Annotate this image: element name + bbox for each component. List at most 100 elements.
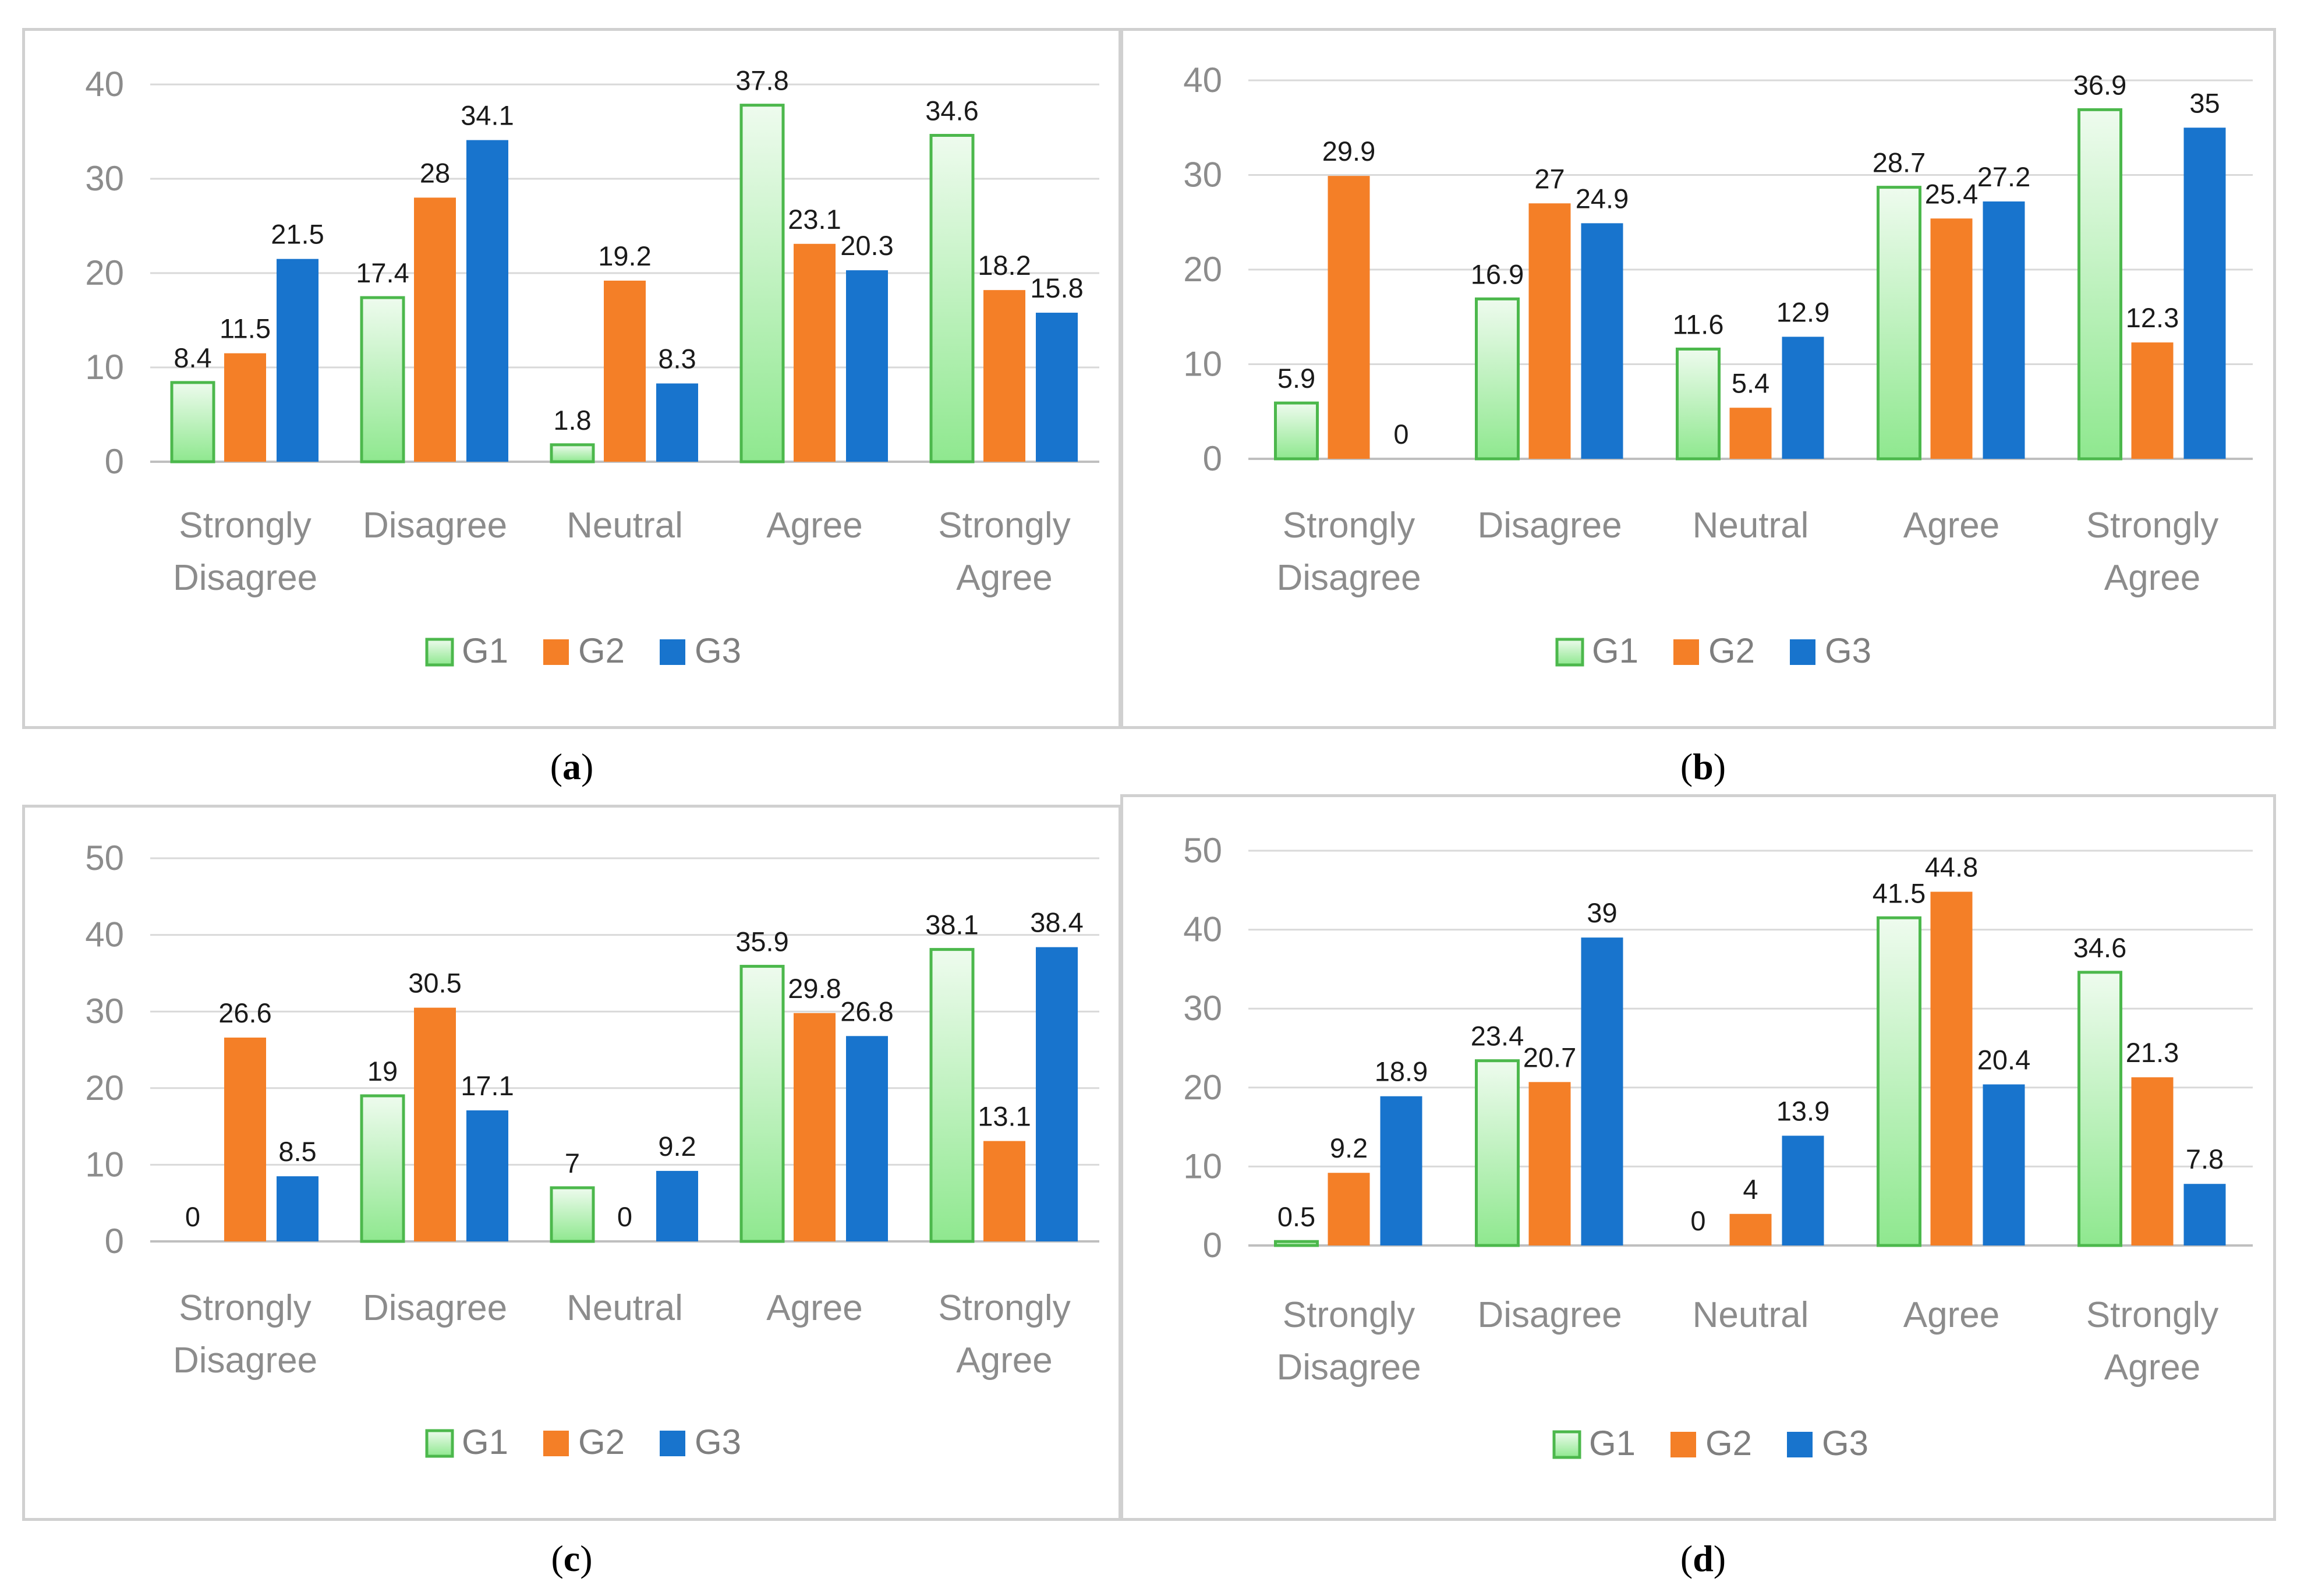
category-label: Agree — [766, 505, 862, 546]
y-tick-label: 40 — [85, 65, 124, 104]
category-label: Disagree — [173, 558, 317, 598]
bar-g3 — [466, 1110, 508, 1241]
bar-g1 — [1274, 1240, 1319, 1247]
data-label: 41.5 — [1873, 877, 1926, 908]
bar-g3 — [656, 1170, 698, 1241]
data-label: 0 — [1690, 1205, 1705, 1236]
data-label: 4 — [1743, 1174, 1758, 1205]
bar-g2 — [1328, 1173, 1370, 1245]
bar-g1 — [739, 104, 785, 463]
data-label: 21.3 — [2126, 1037, 2179, 1068]
y-tick-label: 50 — [1183, 831, 1222, 870]
y-tick-label: 10 — [85, 1145, 124, 1184]
bar-g2 — [2131, 342, 2174, 459]
data-label: 29.9 — [1322, 136, 1375, 167]
bar-g3 — [277, 259, 318, 462]
bar-g2 — [983, 1141, 1025, 1241]
category-label: Strongly — [179, 505, 311, 546]
caption-c: (c) — [551, 1538, 593, 1579]
chart-b: 0 10 20 30 40 5.9 29.9 0 Strongly Disagree 16.9 27 2… — [1183, 61, 2253, 670]
legend-swatch-g2 — [543, 1431, 569, 1456]
bar-g1 — [2077, 971, 2122, 1247]
data-label: 28 — [420, 157, 450, 188]
bar-g3 — [1036, 313, 1078, 462]
legend-label: G2 — [1708, 631, 1755, 670]
data-label: 9.2 — [1330, 1133, 1368, 1163]
legend-label: G3 — [695, 631, 741, 670]
category-label: Neutral — [1693, 505, 1809, 546]
data-label: 44.8 — [1925, 852, 1978, 883]
data-label: 18.2 — [978, 250, 1031, 281]
category-label: Disagree — [1276, 558, 1421, 598]
data-label: 0 — [617, 1201, 632, 1232]
category-label: Strongly — [2086, 505, 2218, 546]
y-tick-label: 0 — [1203, 439, 1222, 478]
category-label: Neutral — [1693, 1295, 1809, 1335]
legend-label: G1 — [1592, 631, 1638, 670]
bar-g3 — [1581, 223, 1623, 459]
legend-swatch-g3 — [1790, 639, 1815, 665]
category-label: Strongly — [938, 505, 1070, 546]
category-label: Disagree — [363, 1288, 507, 1328]
bar-g1 — [929, 948, 975, 1243]
bar-g3 — [1983, 201, 2025, 459]
data-label: 11.6 — [1673, 309, 1724, 340]
category-label: Strongly — [1283, 1295, 1415, 1335]
data-label: 11.5 — [220, 313, 271, 344]
data-label: 27.2 — [1977, 161, 2030, 192]
bar-g1 — [1475, 297, 1520, 461]
data-label: 38.1 — [925, 910, 978, 940]
data-label: 23.1 — [788, 204, 841, 235]
category-label: Agree — [1903, 1295, 1999, 1335]
data-label: 24.9 — [1576, 183, 1629, 214]
bar-g2 — [1729, 1213, 1772, 1245]
legend-swatch-g2 — [543, 639, 569, 665]
y-tick-label: 0 — [1203, 1226, 1222, 1265]
category-label: Agree — [766, 1288, 862, 1328]
bar-g1 — [1475, 1059, 1520, 1247]
legend-label: G3 — [695, 1422, 741, 1461]
y-tick-label: 10 — [1183, 1146, 1222, 1186]
y-tick-label: 30 — [1183, 155, 1222, 194]
data-label: 34.6 — [2073, 932, 2126, 963]
y-tick-label: 0 — [105, 442, 124, 481]
bar-g1 — [1274, 401, 1319, 461]
data-label: 5.9 — [1277, 363, 1315, 394]
data-label: 17.1 — [461, 1070, 514, 1101]
y-tick-label: 10 — [1183, 345, 1222, 384]
bar-g3 — [1581, 937, 1623, 1245]
data-label: 8.5 — [278, 1136, 316, 1167]
bar-g1 — [1676, 348, 1721, 461]
data-label: 19 — [367, 1056, 398, 1087]
data-label: 37.8 — [735, 65, 788, 96]
bar-g2 — [1930, 891, 1973, 1245]
bar-g1 — [929, 133, 975, 463]
data-label: 39 — [1587, 897, 1617, 928]
caption-b: (b) — [1680, 746, 1726, 787]
category-label: Neutral — [567, 1288, 683, 1328]
legend-swatch-g1 — [425, 638, 454, 667]
bar-g1 — [550, 443, 595, 463]
data-label: 0 — [1393, 419, 1408, 450]
y-tick-label: 20 — [85, 253, 124, 292]
y-tick-label: 20 — [1183, 250, 1222, 289]
legend-label: G1 — [462, 1422, 508, 1461]
data-label: 19.2 — [598, 240, 651, 271]
data-label: 12.3 — [2126, 302, 2179, 333]
legend-swatch-g3 — [660, 1431, 685, 1456]
category-label: Disagree — [1477, 505, 1622, 546]
data-label: 21.5 — [271, 219, 324, 250]
data-label: 16.9 — [1471, 259, 1524, 289]
category-label: Strongly — [179, 1288, 311, 1328]
data-label: 29.8 — [788, 973, 841, 1004]
category-label: Disagree — [173, 1340, 317, 1381]
bar-g2 — [983, 290, 1025, 462]
chart-a: 0 10 20 30 40 8.4 11.5 21.5 Strongly Disagree 17.4… — [85, 65, 1099, 670]
bar-g2 — [1930, 218, 1973, 459]
category-label: Strongly — [938, 1288, 1070, 1328]
chart-c: 0 10 20 30 40 50 0 26.6 8.5 Strongly Disagree 19 30.… — [85, 838, 1099, 1461]
bar-g1 — [739, 965, 785, 1243]
data-label: 17.4 — [356, 257, 409, 288]
data-label: 36.9 — [2073, 69, 2126, 100]
data-label: 5.4 — [1732, 367, 1769, 398]
